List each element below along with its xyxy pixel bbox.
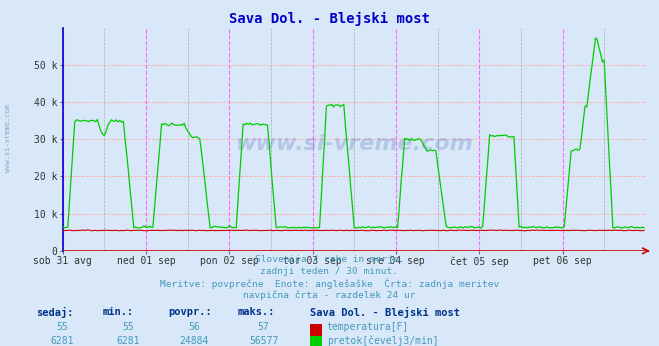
Text: 57: 57 (258, 322, 270, 333)
Text: 55: 55 (123, 322, 134, 333)
Text: sedaj:: sedaj: (36, 307, 74, 318)
Text: Sava Dol. - Blejski most: Sava Dol. - Blejski most (229, 12, 430, 26)
Text: Meritve: povprečne  Enote: anglešaške  Črta: zadnja meritev: Meritve: povprečne Enote: anglešaške Črt… (160, 279, 499, 289)
Text: zadnji teden / 30 minut.: zadnji teden / 30 minut. (260, 267, 399, 276)
Text: pretok[čevelj3/min]: pretok[čevelj3/min] (327, 336, 438, 346)
Text: www.si-vreme.com: www.si-vreme.com (5, 104, 11, 172)
Text: 6281: 6281 (117, 336, 140, 346)
Text: maks.:: maks.: (237, 307, 275, 317)
Text: navpična črta - razdelek 24 ur: navpična črta - razdelek 24 ur (243, 291, 416, 300)
Text: povpr.:: povpr.: (168, 307, 212, 317)
Text: 56577: 56577 (249, 336, 278, 346)
Text: 24884: 24884 (180, 336, 209, 346)
Text: 55: 55 (57, 322, 69, 333)
Text: 6281: 6281 (51, 336, 74, 346)
Text: Slovenija / reke in morje.: Slovenija / reke in morje. (255, 255, 404, 264)
Text: Sava Dol. - Blejski most: Sava Dol. - Blejski most (310, 307, 460, 318)
Text: min.:: min.: (102, 307, 133, 317)
Text: temperatura[F]: temperatura[F] (327, 322, 409, 333)
Text: www.si-vreme.com: www.si-vreme.com (235, 134, 473, 154)
Text: 56: 56 (188, 322, 200, 333)
